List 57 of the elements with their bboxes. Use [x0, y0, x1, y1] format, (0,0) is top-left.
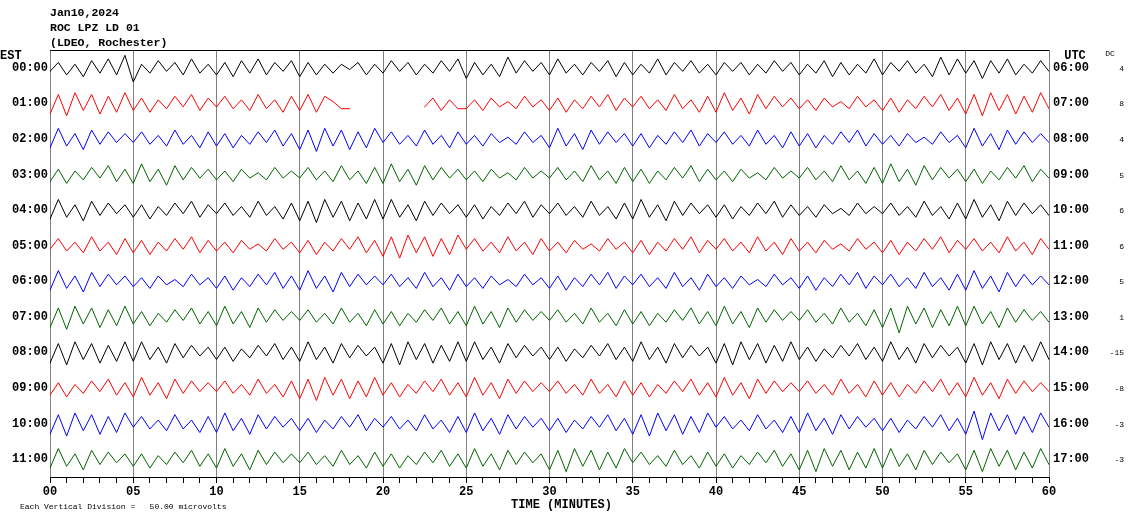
text: 6	[1119, 206, 1125, 216]
y2-tick-label: 08:00	[1053, 131, 1090, 146]
x-axis-title: TIME (MINUTES)	[511, 498, 612, 512]
y-tick-label: 07:00	[11, 309, 48, 324]
text: 5	[1119, 277, 1125, 287]
x-tick-label: 45	[792, 485, 807, 500]
y2-tick-label: 09:00	[1053, 167, 1090, 182]
y2-tick-label: 06:00	[1053, 60, 1090, 75]
text: 4	[1119, 134, 1125, 144]
text: -3	[1114, 419, 1125, 429]
text: -15	[1109, 348, 1125, 358]
y-axis-title: EST	[0, 49, 22, 63]
x-tick-label: 30	[542, 485, 557, 500]
text: Each Vertical Division = 50.00 microvolts	[20, 502, 227, 511]
y-tick-label: 08:00	[11, 345, 48, 360]
y2-axis-title: UTC	[1064, 49, 1086, 63]
x-tick-label: 50	[875, 485, 890, 500]
text: DC	[1105, 49, 1115, 58]
y2-tick-label: 12:00	[1053, 274, 1090, 289]
y2-tick-label: 17:00	[1053, 452, 1090, 467]
y2-tick-label: 10:00	[1053, 203, 1090, 218]
text: 4	[1119, 63, 1125, 73]
text: 6	[1119, 241, 1125, 251]
x-tick-label: 60	[1041, 485, 1057, 500]
text: 1	[1119, 312, 1125, 322]
x-tick-label: 55	[958, 485, 973, 500]
y2-tick-label: 14:00	[1053, 345, 1090, 360]
y-tick-label: 10:00	[11, 416, 48, 431]
chart-title: Jan10,2024	[50, 6, 120, 19]
y-tick-label: 01:00	[11, 96, 48, 111]
y2-tick-label: 16:00	[1053, 416, 1090, 431]
x-tick-label: 20	[375, 485, 391, 500]
text: (LDEO, Rochester)	[50, 36, 168, 49]
x-tick-label: 15	[292, 485, 307, 500]
x-tick-label: 00	[42, 485, 58, 500]
x-tick-label: 05	[126, 485, 141, 500]
y-tick-label: 05:00	[11, 238, 48, 253]
y-tick-label: 00:00	[11, 60, 48, 75]
y-tick-label: 09:00	[11, 381, 48, 396]
y2-tick-label: 11:00	[1053, 238, 1090, 253]
y-tick-label: 06:00	[11, 274, 48, 289]
text: -8	[1114, 384, 1125, 394]
y2-tick-label: 13:00	[1053, 309, 1090, 324]
y-tick-label: 11:00	[11, 452, 48, 467]
x-tick-label: 40	[708, 485, 724, 500]
text: -3	[1114, 455, 1125, 465]
text: 8	[1119, 99, 1125, 109]
y-tick-label: 03:00	[11, 167, 48, 182]
y-tick-label: 04:00	[11, 203, 48, 218]
text: 5	[1119, 170, 1125, 180]
x-tick-label: 25	[459, 485, 474, 500]
y-tick-label: 02:00	[11, 131, 48, 146]
y2-tick-label: 07:00	[1053, 96, 1090, 111]
x-tick-label: 10	[209, 485, 224, 500]
chart-subtitle: ROC LPZ LD 01	[50, 21, 140, 34]
y2-tick-label: 15:00	[1053, 381, 1090, 396]
x-tick-label: 35	[625, 485, 640, 500]
